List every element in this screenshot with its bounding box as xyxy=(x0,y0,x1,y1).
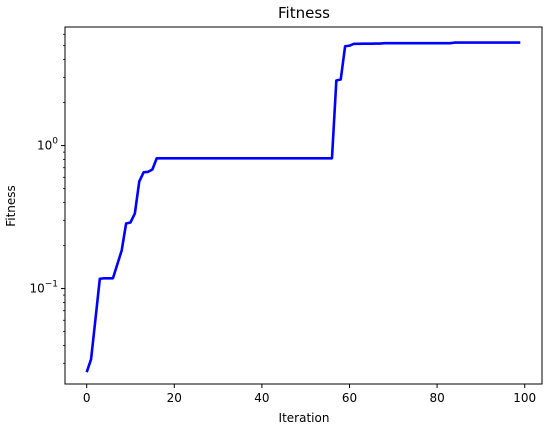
chart-title: Fitness xyxy=(278,4,330,22)
y-tick-label: 10−1 xyxy=(29,280,58,296)
x-tick-label: 60 xyxy=(342,391,357,405)
x-tick-label: 40 xyxy=(254,391,269,405)
x-axis-label: Iteration xyxy=(279,411,330,425)
x-tick-label: 100 xyxy=(513,391,536,405)
x-tick-label: 80 xyxy=(429,391,444,405)
x-tick-label: 20 xyxy=(167,391,182,405)
series-line-0 xyxy=(85,41,521,373)
y-tick-label: 100 xyxy=(37,137,58,153)
x-axis-ticks: 0 20 40 60 80 100 xyxy=(83,384,536,405)
y-axis-label: Fitness xyxy=(4,185,18,227)
x-tick-label: 0 xyxy=(83,391,91,405)
plot-area xyxy=(85,41,521,373)
y-axis-ticks: 10−1 100 xyxy=(29,33,65,364)
plot-frame xyxy=(64,26,543,385)
